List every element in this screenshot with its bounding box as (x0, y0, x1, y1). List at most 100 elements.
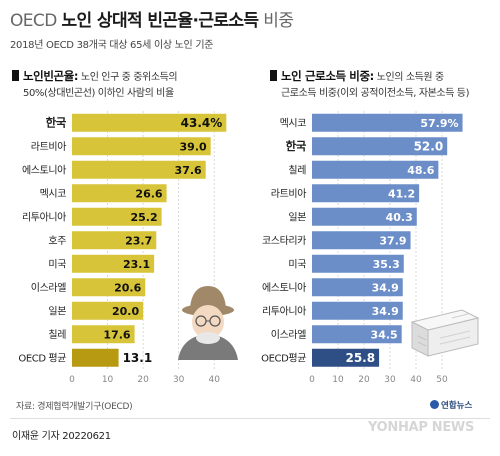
category-label: 칠레 (288, 164, 306, 176)
category-label: 이스라엘 (31, 281, 66, 294)
category-label: 멕시코 (280, 117, 307, 129)
bar (312, 160, 439, 179)
bar (312, 254, 404, 273)
x-tick-label: 20 (137, 375, 149, 385)
bar (312, 137, 448, 156)
money-stack-icon (410, 309, 480, 357)
category-label: 코스타리카 (262, 235, 306, 247)
average-bar (312, 348, 380, 367)
bar (72, 184, 167, 203)
category-label: 이스라엘 (271, 328, 306, 341)
category-label: 리투아니아 (262, 305, 306, 317)
bar (72, 325, 135, 344)
category-label: 일본 (48, 305, 66, 317)
bar (72, 160, 206, 179)
right-section-heading: 노인 근로소득 비중: 노인의 소득원 중 근로소득 비중(이외 공적이전소득,… (270, 68, 470, 102)
bar (312, 184, 420, 203)
value-label: 25.8 (345, 351, 375, 365)
x-tick-label: 50 (436, 375, 448, 385)
title-part-1: OECD (10, 11, 57, 31)
value-label: 37.9 (379, 234, 406, 247)
bar (312, 113, 463, 132)
left-heading-label: 노인빈곤율: (23, 69, 79, 83)
title-part-2: 노인 상대적 빈곤율·근로소득 (61, 11, 260, 31)
left-desc-line-1: 노인 인구 중 중위소득의 (80, 72, 178, 83)
value-label: 17.6 (103, 328, 130, 341)
value-label: 23.7 (125, 234, 152, 247)
category-label: 칠레 (48, 329, 66, 341)
agency-logo-text: 연합뉴스 (441, 401, 473, 411)
category-label: 라트비아 (31, 141, 66, 153)
poverty-rate-chart: 한국 43.4% 라트비아 39.0 에스토니아 37.6 멕시코 26.6 리투아니아 25.2… (18, 111, 227, 385)
value-label: 52.0 (414, 139, 444, 153)
category-label: 호주 (48, 235, 66, 247)
category-label: OECD평균 (261, 352, 306, 364)
category-label: OECD 평균 (18, 352, 66, 364)
value-label: 57.9% (420, 117, 458, 130)
byline: 이재윤 기자 20220621 (12, 431, 111, 442)
right-desc-line-1: 노인의 소득원 중 (376, 72, 445, 83)
globe-icon (430, 400, 439, 409)
value-label: 37.6 (175, 164, 202, 177)
square-bullet-icon (270, 70, 277, 81)
square-bullet-icon (12, 70, 19, 81)
bar (312, 207, 417, 226)
x-tick-label: 20 (358, 375, 370, 385)
bar (72, 278, 146, 297)
bar (72, 113, 227, 132)
right-heading-label: 노인 근로소득 비중: (281, 69, 374, 83)
value-label: 34.9 (372, 281, 399, 294)
category-label: 리투아니아 (22, 211, 66, 223)
footer-divider (10, 418, 490, 419)
value-label: 34.5 (371, 328, 398, 341)
x-tick-label: 0 (309, 375, 315, 385)
value-label: 35.3 (373, 258, 400, 271)
bar (312, 278, 403, 297)
right-desc-line-2: 근로소득 비중(이외 공적이전소득, 자본소득 등) (281, 88, 470, 99)
value-label: 40.3 (386, 211, 413, 224)
title-part-3: 비중 (263, 11, 294, 31)
value-label: 39.0 (180, 140, 207, 153)
bar (312, 231, 411, 250)
category-label: 라트비아 (271, 188, 306, 200)
agency-logo: 연합뉴스 (430, 399, 472, 411)
value-label: 13.1 (123, 351, 153, 365)
value-label: 43.4% (181, 116, 223, 130)
category-label: 한국 (46, 115, 67, 129)
bar (72, 301, 144, 320)
value-label: 23.1 (123, 258, 150, 271)
bar (72, 207, 162, 226)
value-label: 41.2 (388, 187, 415, 200)
labor-income-share-chart: 멕시코 57.9% 한국 52.0 칠레 48.6 라트비아 41.2 일본 40.3 코스타리카 3… (261, 111, 463, 385)
category-label: 에스토니아 (22, 164, 66, 176)
x-tick-label: 10 (332, 375, 344, 385)
x-tick-label: 0 (69, 375, 75, 385)
x-tick-label: 30 (173, 375, 185, 385)
value-label: 48.6 (407, 164, 434, 177)
value-label: 26.6 (135, 187, 162, 200)
elderly-person-icon (178, 286, 238, 360)
x-tick-label: 10 (102, 375, 114, 385)
x-tick-label: 30 (384, 375, 396, 385)
category-label: 한국 (286, 139, 307, 153)
bar (72, 231, 157, 250)
bar (312, 325, 402, 344)
left-section-heading: 노인빈곤율: 노인 인구 중 중위소득의 50%(상대빈곤선) 이하인 사람의 … (12, 68, 178, 102)
average-bar (72, 348, 119, 367)
value-label: 34.9 (372, 305, 399, 318)
bar (72, 137, 211, 156)
category-label: 일본 (288, 211, 306, 223)
bar (72, 254, 155, 273)
watermark: YONHAP NEWS (368, 420, 475, 435)
bar (312, 301, 403, 320)
left-desc-line-2: 50%(상대빈곤선) 이하인 사람의 비율 (23, 88, 174, 99)
category-label: 멕시코 (40, 188, 67, 200)
value-label: 25.2 (130, 211, 157, 224)
x-tick-label: 40 (410, 375, 422, 385)
value-label: 20.0 (112, 305, 139, 318)
page-subtitle: 2018년 OECD 38개국 대상 65세 이상 노인 기준 (10, 40, 214, 51)
value-label: 20.6 (114, 281, 141, 294)
category-label: 미국 (48, 258, 66, 270)
